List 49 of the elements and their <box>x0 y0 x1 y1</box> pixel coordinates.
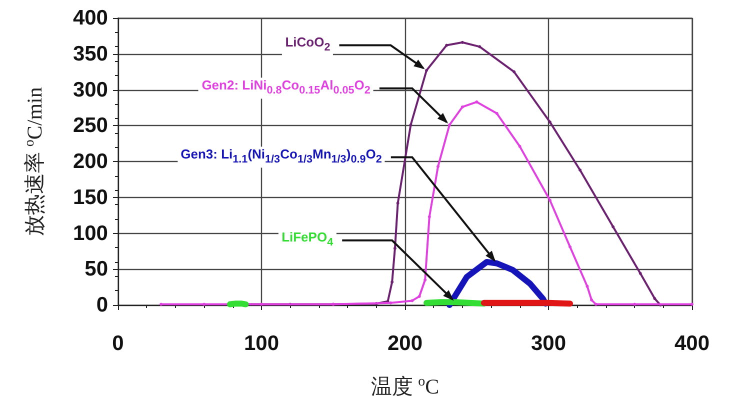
point <box>424 278 427 282</box>
line-series <box>160 100 694 306</box>
y-tick-label: 100 <box>72 222 108 245</box>
point <box>548 198 552 202</box>
y-tick-label: 200 <box>72 150 108 173</box>
point <box>396 202 400 205</box>
y-tick-label: 350 <box>72 42 108 66</box>
point <box>518 144 522 148</box>
point <box>690 302 694 306</box>
x-tick-label: 0 <box>112 332 124 355</box>
x-tick-label: 300 <box>530 332 566 355</box>
y-tick-label: 300 <box>72 78 108 102</box>
point <box>409 123 412 126</box>
point <box>460 40 464 44</box>
point <box>653 297 656 300</box>
point <box>445 44 448 47</box>
point <box>390 280 394 284</box>
point <box>638 272 642 275</box>
point <box>495 112 498 115</box>
y-tick-label: 0 <box>96 294 108 316</box>
x-tick-label: 200 <box>387 332 423 355</box>
text: Gen2: LiNi$_{0.8}$Co$_{0.15}$Al$_{0.05}$O$_{2}$ <box>198 78 374 99</box>
point <box>478 45 482 48</box>
point <box>633 302 636 306</box>
y-tick-label: 400 <box>72 6 108 30</box>
y-axis-title: 放热速率 oC/min <box>22 86 46 236</box>
text: LiCoO$_{2}$ <box>282 34 334 56</box>
point <box>578 168 582 172</box>
point <box>410 299 414 302</box>
y-tick-label: 50 <box>84 258 108 281</box>
y-tick-label: 150 <box>72 186 108 209</box>
point <box>418 294 421 298</box>
point <box>393 246 396 250</box>
point <box>202 302 206 306</box>
point <box>425 68 428 72</box>
point <box>260 302 263 306</box>
point <box>389 301 392 304</box>
x-tick-label: 400 <box>674 332 710 355</box>
y-tick-label: 250 <box>72 114 108 138</box>
point <box>512 70 516 74</box>
point <box>460 105 464 108</box>
point <box>428 215 431 218</box>
x-tick-label: 100 <box>244 332 280 355</box>
point <box>160 302 163 306</box>
point <box>612 225 615 228</box>
point <box>448 123 451 126</box>
text: LiFePO$_{4}$ <box>278 230 336 251</box>
point <box>568 245 572 248</box>
text: Gen3: Li$_{1.1}$(Ni$_{1/3}$Co$_{1/3}$Mn$_{1/3}$)$_{0.9}$O$_{2}$ <box>180 146 382 166</box>
